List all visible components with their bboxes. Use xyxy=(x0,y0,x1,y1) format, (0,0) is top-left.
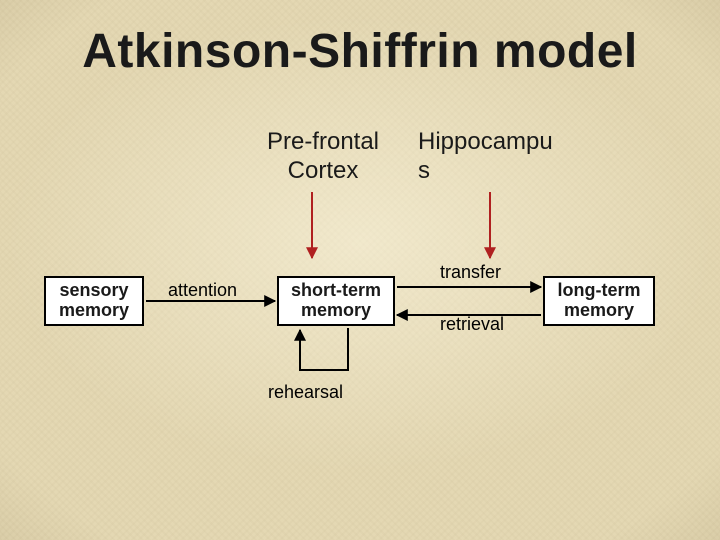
arrow-rehearsal-loop xyxy=(300,328,348,370)
label-rehearsal: rehearsal xyxy=(268,382,343,403)
annotation-prefrontal-cortex: Pre-frontal Cortex xyxy=(248,128,398,186)
annotation-pfc-line2: Cortex xyxy=(288,157,359,184)
box-stm-line2: memory xyxy=(301,300,371,320)
annotation-hippocampus: Hippocampu s xyxy=(418,128,598,186)
box-long-term-memory: long-term memory xyxy=(543,276,655,326)
annotation-hippo-line1: Hippocampu xyxy=(418,128,553,155)
label-transfer: transfer xyxy=(440,262,501,283)
box-ltm-line2: memory xyxy=(564,300,634,320)
annotation-pfc-line1: Pre-frontal xyxy=(267,128,379,155)
label-attention: attention xyxy=(168,280,237,301)
page-title: Atkinson-Shiffrin model xyxy=(0,24,720,79)
arrows-layer xyxy=(0,0,720,540)
box-ltm-line1: long-term xyxy=(558,280,641,300)
label-retrieval: retrieval xyxy=(440,314,504,335)
box-short-term-memory: short-term memory xyxy=(277,276,395,326)
annotation-hippo-line2: s xyxy=(418,157,430,184)
box-sensory-memory: sensory memory xyxy=(44,276,144,326)
box-sensory-line2: memory xyxy=(59,300,129,320)
box-sensory-line1: sensory xyxy=(59,280,128,300)
box-stm-line1: short-term xyxy=(291,280,381,300)
